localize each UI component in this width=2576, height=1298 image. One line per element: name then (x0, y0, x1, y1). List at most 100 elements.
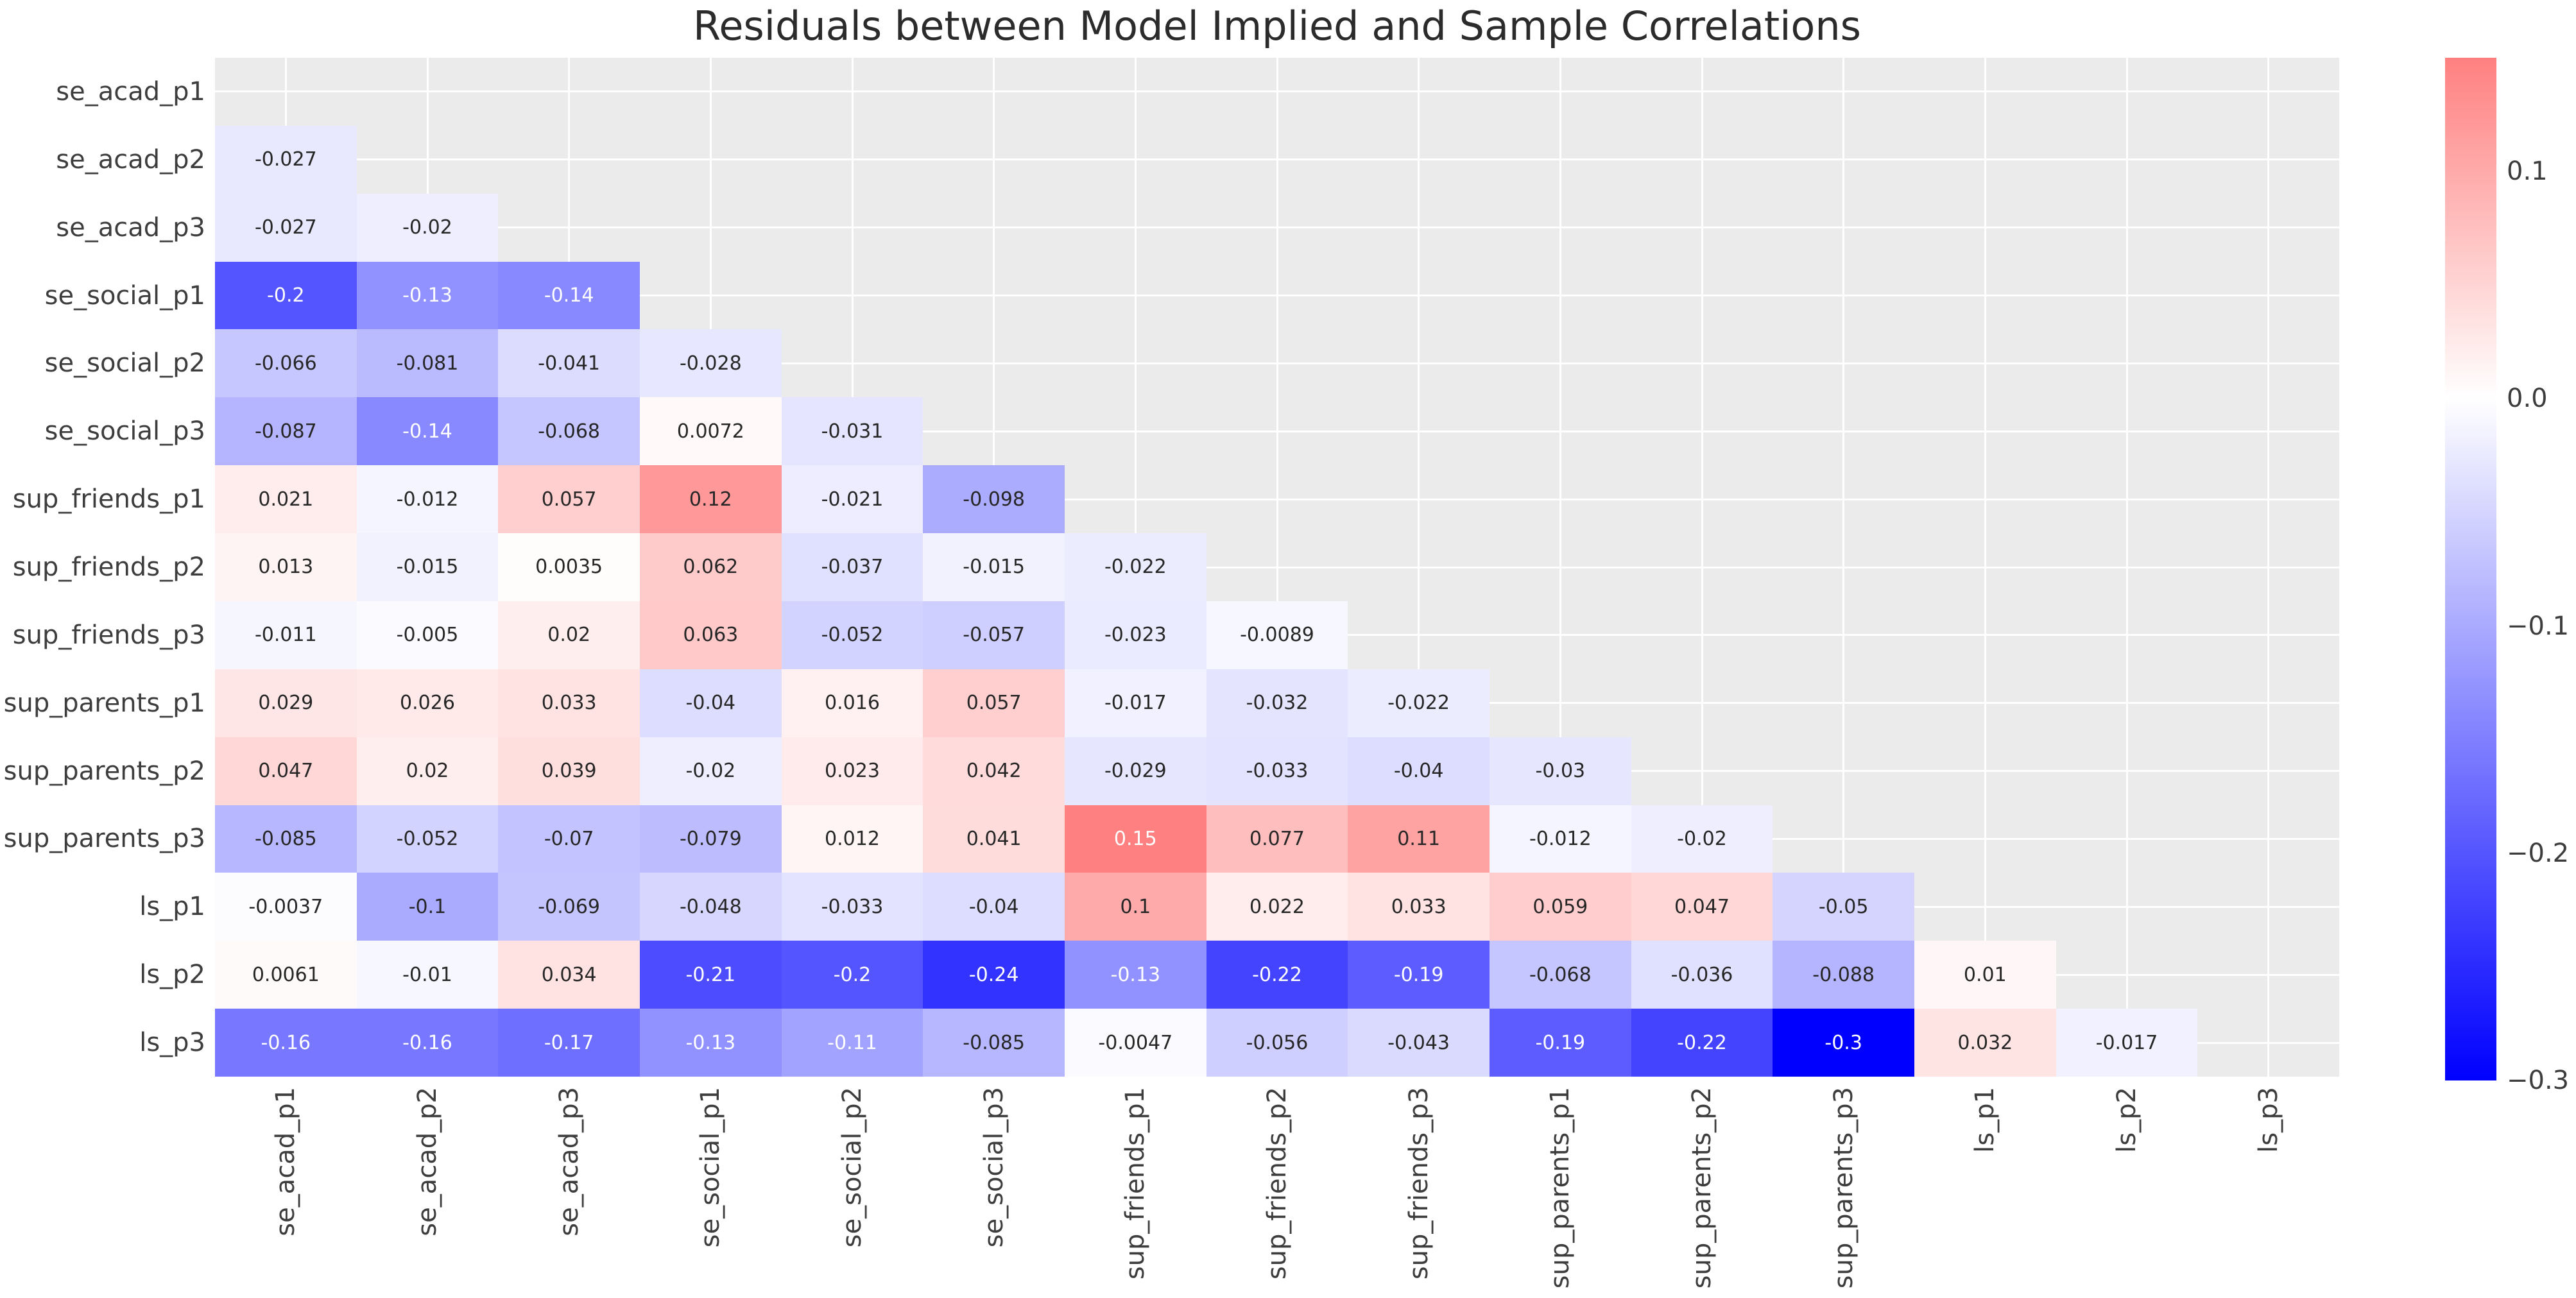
heatmap-cell: 0.047 (215, 737, 357, 805)
x-tick-label: sup_friends_p3 (1404, 1087, 1434, 1280)
heatmap-cell: -0.036 (1631, 941, 1773, 1009)
heatmap-cell: 0.059 (1490, 873, 1631, 941)
gridline-vertical (1701, 58, 1703, 1077)
x-tick-label: se_acad_p3 (554, 1087, 584, 1236)
heatmap-cell: -0.015 (923, 533, 1065, 601)
colorbar-gradient (2445, 58, 2496, 1080)
heatmap-cell: -0.04 (923, 873, 1065, 941)
heatmap-cell: 0.062 (640, 533, 782, 601)
gridline-vertical (2267, 58, 2270, 1077)
heatmap-cell: -0.015 (356, 533, 499, 601)
heatmap-cell: 0.033 (498, 669, 640, 737)
heatmap-cell: -0.01 (356, 941, 499, 1009)
heatmap-cell: -0.14 (356, 397, 499, 466)
heatmap-cell: -0.19 (1348, 941, 1490, 1009)
gridline-vertical (1418, 58, 1420, 1077)
heatmap-cell: -0.032 (1206, 669, 1348, 737)
heatmap-cell: -0.022 (1348, 669, 1490, 737)
heatmap-cell: -0.22 (1206, 941, 1348, 1009)
heatmap-cell: -0.079 (640, 805, 782, 873)
colorbar-tick-label: −0.1 (2507, 611, 2570, 641)
heatmap-cell: 0.033 (1348, 873, 1490, 941)
heatmap-cell: -0.011 (215, 601, 357, 669)
heatmap-cell: -0.13 (640, 1009, 782, 1077)
gridline-vertical (1984, 58, 1986, 1077)
y-tick-label: sup_parents_p1 (3, 688, 205, 718)
heatmap-cell: -0.0089 (1206, 601, 1348, 669)
heatmap-cell: -0.043 (1348, 1009, 1490, 1077)
heatmap-cell: -0.066 (215, 329, 357, 398)
heatmap-cell: -0.048 (640, 873, 782, 941)
x-tick-label: se_social_p3 (979, 1087, 1009, 1248)
y-tick-label: sup_parents_p2 (3, 756, 205, 786)
y-tick-label: sup_friends_p2 (12, 552, 205, 582)
y-tick-label: ls_p1 (139, 892, 205, 922)
heatmap-plot-area: -0.027 -0.027 -0.02 -0.2 -0.13 -0.14 -0.066 -0.… (215, 58, 2339, 1077)
heatmap-cell: -0.068 (498, 397, 640, 466)
x-tick-label: sup_friends_p2 (1262, 1087, 1292, 1280)
gridline-vertical (1559, 58, 1561, 1077)
x-tick-label: se_acad_p2 (413, 1087, 442, 1236)
heatmap-cell: 0.02 (498, 601, 640, 669)
heatmap-cell: 0.02 (356, 737, 499, 805)
y-tick-label: ls_p2 (139, 960, 205, 990)
heatmap-cell: -0.2 (781, 941, 923, 1009)
x-tick-label: ls_p1 (1970, 1087, 2000, 1153)
heatmap-cell: 0.0035 (498, 533, 640, 601)
heatmap-cell: -0.031 (781, 397, 923, 466)
heatmap-cell: 0.0061 (215, 941, 357, 1009)
heatmap-cell: -0.17 (498, 1009, 640, 1077)
heatmap-cell: 0.0072 (640, 397, 782, 466)
heatmap-cell: -0.022 (1065, 533, 1206, 601)
heatmap-cell: 0.022 (1206, 873, 1348, 941)
heatmap-cell: -0.027 (215, 193, 357, 262)
x-tick-label: sup_parents_p3 (1828, 1087, 1859, 1289)
heatmap-cell: -0.02 (640, 737, 782, 805)
heatmap-cell: 0.01 (1914, 941, 2056, 1009)
heatmap-cell: 0.15 (1065, 805, 1206, 873)
heatmap-cell: -0.085 (923, 1009, 1065, 1077)
heatmap-cell: -0.16 (356, 1009, 499, 1077)
heatmap-cell: -0.029 (1065, 737, 1206, 805)
heatmap-cell: 0.029 (215, 669, 357, 737)
heatmap-cell: -0.2 (215, 261, 357, 330)
x-tick-label: se_social_p1 (696, 1087, 726, 1248)
x-tick-label: sup_parents_p1 (1545, 1087, 1576, 1289)
y-tick-label: sup_friends_p1 (12, 484, 205, 515)
colorbar-tick-label: 0.0 (2507, 384, 2548, 414)
heatmap-cell: -0.012 (356, 465, 499, 534)
heatmap-cell: -0.04 (640, 669, 782, 737)
heatmap-cell: 0.013 (215, 533, 357, 601)
heatmap-cell: -0.02 (356, 193, 499, 262)
heatmap-cell: -0.24 (923, 941, 1065, 1009)
heatmap-cell: -0.22 (1631, 1009, 1773, 1077)
heatmap-cell: -0.033 (1206, 737, 1348, 805)
heatmap-cell: -0.028 (640, 329, 782, 398)
heatmap-cell: -0.023 (1065, 601, 1206, 669)
heatmap-cell: 0.021 (215, 465, 357, 534)
heatmap-cell: -0.021 (781, 465, 923, 534)
heatmap-cell: -0.041 (498, 329, 640, 398)
heatmap-cell: -0.0047 (1065, 1009, 1206, 1077)
x-tick-label: ls_p3 (2253, 1087, 2283, 1153)
heatmap-cell: -0.16 (215, 1009, 357, 1077)
y-tick-label: se_social_p2 (44, 348, 205, 379)
heatmap-cell: -0.068 (1490, 941, 1631, 1009)
x-tick-label: se_social_p2 (837, 1087, 867, 1248)
heatmap-cell: 0.032 (1914, 1009, 2056, 1077)
heatmap-cell: -0.017 (1065, 669, 1206, 737)
heatmap-cell: 0.047 (1631, 873, 1773, 941)
heatmap-cell: -0.027 (215, 125, 357, 194)
heatmap-cell: 0.034 (498, 941, 640, 1009)
heatmap-cell: 0.016 (781, 669, 923, 737)
y-tick-label: sup_friends_p3 (12, 620, 205, 650)
chart-title: Residuals between Model Implied and Samp… (693, 3, 1861, 49)
heatmap-cell: 0.042 (923, 737, 1065, 805)
heatmap-cell: -0.087 (215, 397, 357, 466)
x-tick-label: ls_p2 (2112, 1087, 2142, 1153)
heatmap-cell: -0.033 (781, 873, 923, 941)
gridline-vertical (1842, 58, 1845, 1077)
heatmap-cell: -0.037 (781, 533, 923, 601)
heatmap-cell: -0.012 (1490, 805, 1631, 873)
